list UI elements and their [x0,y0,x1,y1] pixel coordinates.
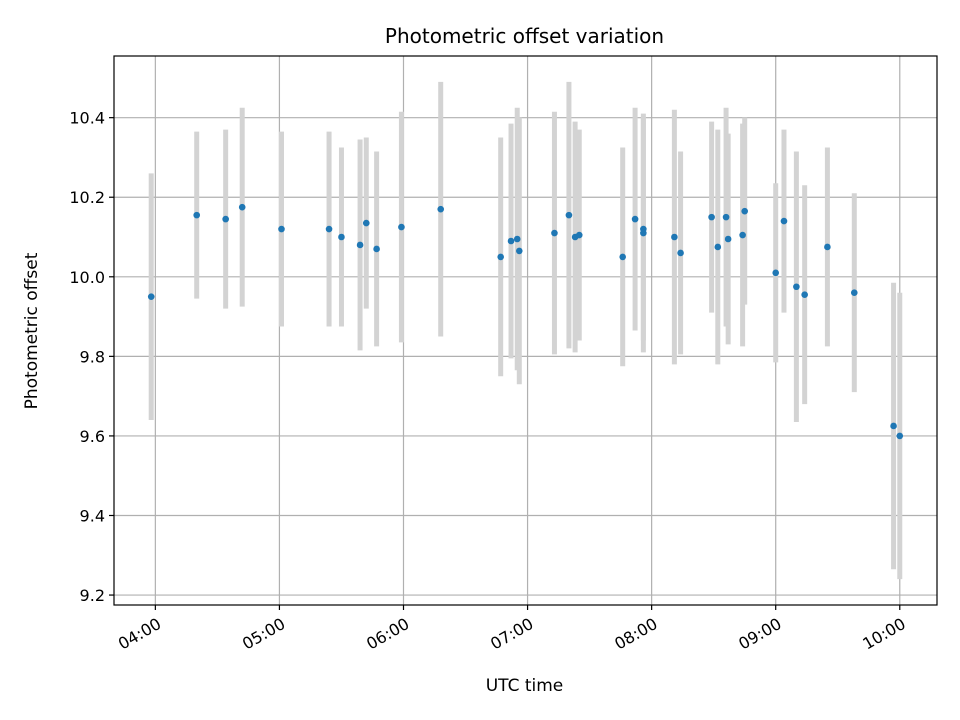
data-point [890,422,897,430]
data-point [631,215,639,223]
y-tick-label: 9.8 [80,347,105,366]
data-point [193,211,201,219]
data-point [619,253,626,261]
data-point [222,215,229,223]
data-point [801,291,808,298]
data-point [708,213,715,221]
data-point [780,217,788,225]
data-point [513,235,521,243]
y-tick-label: 10.0 [69,268,105,287]
y-axis-label: Photometric offset [22,252,42,409]
data-point [338,233,345,241]
data-point [575,231,583,239]
data-point [515,247,523,255]
data-point [671,233,678,241]
data-point [278,225,285,233]
data-point [147,293,155,300]
data-point [551,229,558,237]
data-point [824,243,831,251]
y-tick-label: 10.2 [69,188,105,207]
data-point [373,245,380,253]
data-point [896,432,904,440]
data-point [724,235,732,243]
plot-frame [113,55,938,606]
data-point [238,203,246,211]
data-point [850,289,858,297]
y-tick-label: 9.6 [80,427,105,446]
data-point [739,231,746,239]
data-point [793,283,800,291]
data-point [565,211,573,219]
data-point [507,237,515,245]
chart-title: Photometric offset variation [385,24,664,48]
data-point [362,219,370,227]
data-point [325,225,333,233]
data-point [772,269,780,277]
y-tick-label: 10.4 [69,109,105,128]
y-axis-ticks: 9.2 9.4 9.6 9.8 10.0 10.2 10.4 [69,109,114,605]
data-point [640,229,647,237]
data-point [356,241,364,249]
data-point [677,249,684,257]
data-point [714,243,722,251]
x-axis-label: UTC time [486,676,564,696]
y-tick-label: 9.4 [80,506,105,525]
y-tick-label: 9.2 [80,586,105,605]
data-point [497,253,504,261]
data-points [147,203,904,440]
data-point [741,207,748,215]
data-point [398,223,405,231]
data-point [722,213,730,221]
data-point [437,205,445,213]
